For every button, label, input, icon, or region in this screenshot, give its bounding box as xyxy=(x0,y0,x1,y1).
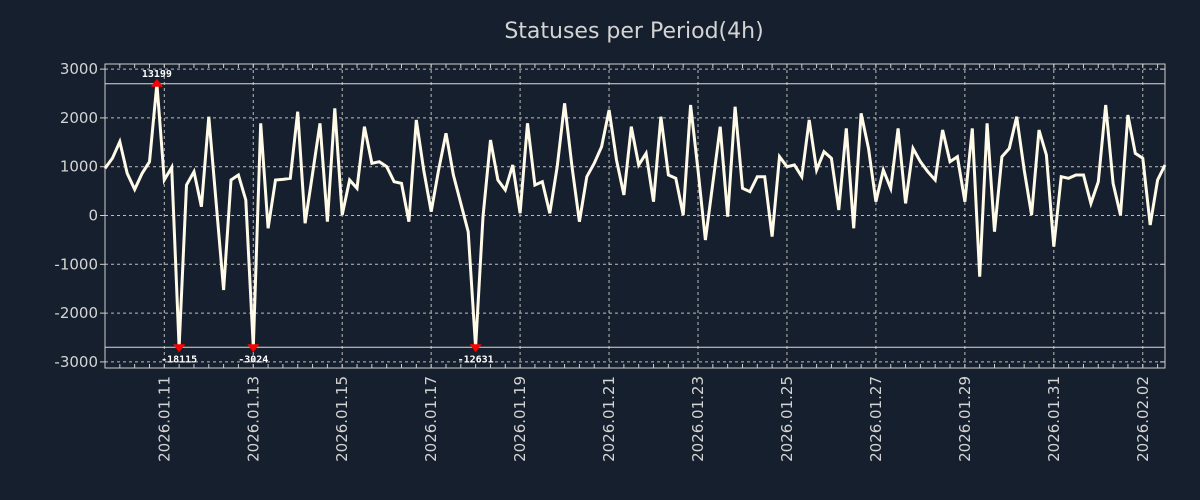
x-axis: 2026.01.11 2026.01.13 2026.01.15 2026.01.17… xyxy=(104,64,1159,462)
x-tick-label: 2026.01.17 xyxy=(422,376,440,462)
grid xyxy=(105,64,1165,368)
series xyxy=(103,83,1167,348)
x-tick-label: 2026.01.11 xyxy=(155,376,173,462)
x-tick-label: 2026.01.29 xyxy=(956,376,974,462)
y-tick-label: 1000 xyxy=(60,158,98,176)
peak-label: 13199 xyxy=(142,69,172,80)
peak-marker xyxy=(150,78,163,87)
trough-marker xyxy=(469,344,482,353)
x-tick-label: 2026.01.23 xyxy=(689,376,707,462)
y-tick-label: -1000 xyxy=(54,255,98,273)
trough-label: -12631 xyxy=(458,354,494,365)
trough-marker xyxy=(247,344,260,353)
trough-marker xyxy=(173,344,186,353)
x-tick-label: 2026.01.21 xyxy=(600,376,618,462)
chart-title: Statuses per Period(4h) xyxy=(504,19,763,44)
trough-label: -3024 xyxy=(238,354,268,365)
x-tick-label: 2026.01.13 xyxy=(244,376,262,462)
data-line xyxy=(103,83,1167,348)
x-tick-label: 2026.01.27 xyxy=(867,376,885,462)
y-tick-label: -2000 xyxy=(54,304,98,322)
y-tick-label: 3000 xyxy=(60,60,98,78)
x-tick-label: 2026.02.02 xyxy=(1134,376,1152,462)
y-tick-label: 0 xyxy=(88,207,98,225)
x-tick-label: 2026.01.31 xyxy=(1045,376,1063,462)
y-tick-label: -3000 xyxy=(54,353,98,371)
x-tick-label: 2026.01.25 xyxy=(778,376,796,462)
x-tick-label: 2026.01.15 xyxy=(333,376,351,462)
trough-label: -18115 xyxy=(161,354,197,365)
x-tick-label: 2026.01.19 xyxy=(511,376,529,462)
annotations: 13199 -18115 -3024 -12631 xyxy=(142,69,494,365)
y-axis: 3000 2000 1000 0 -1000 -2000 -3000 xyxy=(54,60,1165,371)
y-tick-label: 2000 xyxy=(60,109,98,127)
